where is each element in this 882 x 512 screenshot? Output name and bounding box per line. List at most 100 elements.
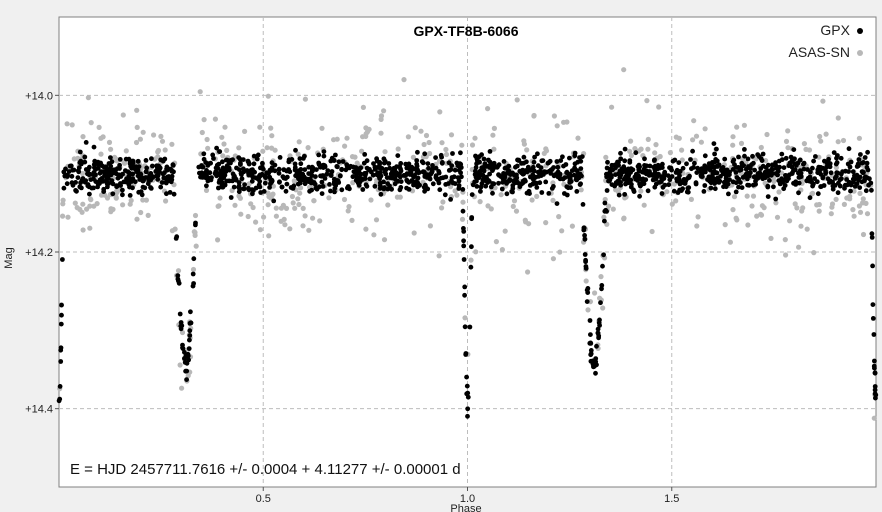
data-point (693, 133, 700, 139)
data-point (160, 171, 166, 177)
data-point (282, 222, 288, 228)
data-point (162, 156, 168, 162)
data-point (510, 183, 516, 188)
data-point (104, 179, 109, 185)
data-point (305, 145, 311, 151)
data-point (460, 199, 466, 205)
data-point (780, 179, 786, 185)
data-point (363, 131, 369, 137)
data-point (620, 169, 625, 175)
data-point (269, 145, 275, 151)
data-point (739, 185, 745, 191)
data-point (478, 188, 483, 194)
data-point (201, 151, 207, 157)
data-point (204, 183, 209, 189)
data-point (182, 356, 187, 361)
data-point (320, 173, 326, 178)
data-point (779, 151, 785, 157)
data-point (58, 359, 64, 364)
data-point (606, 178, 612, 184)
data-point (360, 187, 366, 192)
data-point (652, 184, 658, 190)
data-point (871, 363, 877, 369)
data-point (811, 158, 816, 164)
data-point (71, 167, 77, 173)
data-point (726, 171, 731, 177)
data-point (662, 169, 668, 175)
data-point (818, 138, 824, 144)
data-point (98, 151, 104, 157)
data-point (730, 134, 736, 140)
data-point (319, 191, 325, 197)
data-point (265, 93, 271, 99)
data-point (758, 166, 764, 171)
data-point (326, 195, 332, 201)
data-point (676, 135, 682, 141)
data-point (269, 179, 274, 185)
data-point (823, 131, 829, 137)
data-point (355, 178, 361, 184)
data-point (649, 228, 655, 235)
data-point (554, 159, 560, 164)
data-point (783, 252, 789, 258)
data-point (846, 169, 851, 174)
x-tick-label: 0.5 (256, 493, 271, 505)
data-point (624, 170, 630, 176)
data-point (754, 213, 760, 219)
data-point (96, 124, 102, 130)
data-point (344, 135, 350, 141)
data-point (867, 176, 872, 182)
data-point (440, 199, 446, 205)
data-point (745, 156, 751, 162)
data-point (461, 238, 466, 244)
data-point (846, 146, 852, 152)
data-point (211, 156, 216, 161)
data-point (155, 149, 161, 155)
data-point (292, 165, 298, 170)
data-point (127, 201, 133, 207)
data-point (85, 183, 91, 189)
data-point (709, 160, 715, 165)
data-point (205, 145, 211, 151)
data-point (826, 156, 831, 162)
data-point (57, 396, 63, 402)
data-point (309, 187, 314, 193)
data-point (621, 67, 627, 73)
data-point (180, 345, 185, 351)
data-point (277, 155, 283, 160)
data-point (824, 161, 830, 166)
data-point (702, 126, 708, 132)
data-point (64, 181, 70, 187)
data-point (491, 146, 497, 152)
data-point (88, 120, 94, 126)
data-point (804, 226, 810, 232)
data-point (381, 156, 387, 162)
data-point (493, 239, 499, 245)
data-point (824, 164, 830, 170)
data-point (572, 153, 578, 159)
data-point (362, 152, 368, 157)
data-point (721, 184, 726, 190)
data-point (472, 135, 478, 141)
data-point (454, 192, 460, 198)
data-point (112, 170, 118, 176)
data-point (645, 146, 651, 152)
data-point (782, 237, 788, 243)
data-point (501, 159, 507, 164)
data-point (263, 175, 268, 181)
data-point (821, 183, 827, 188)
data-point (297, 156, 303, 162)
data-point (354, 174, 360, 180)
data-point (169, 173, 175, 179)
data-point (134, 107, 140, 113)
data-point (316, 152, 322, 158)
data-point (460, 208, 466, 214)
data-point (781, 165, 787, 171)
data-point (250, 204, 256, 211)
data-point (659, 191, 665, 196)
data-point (640, 169, 645, 175)
data-point (284, 181, 290, 187)
data-point (732, 162, 737, 168)
data-point (582, 236, 588, 242)
data-point (815, 167, 821, 173)
